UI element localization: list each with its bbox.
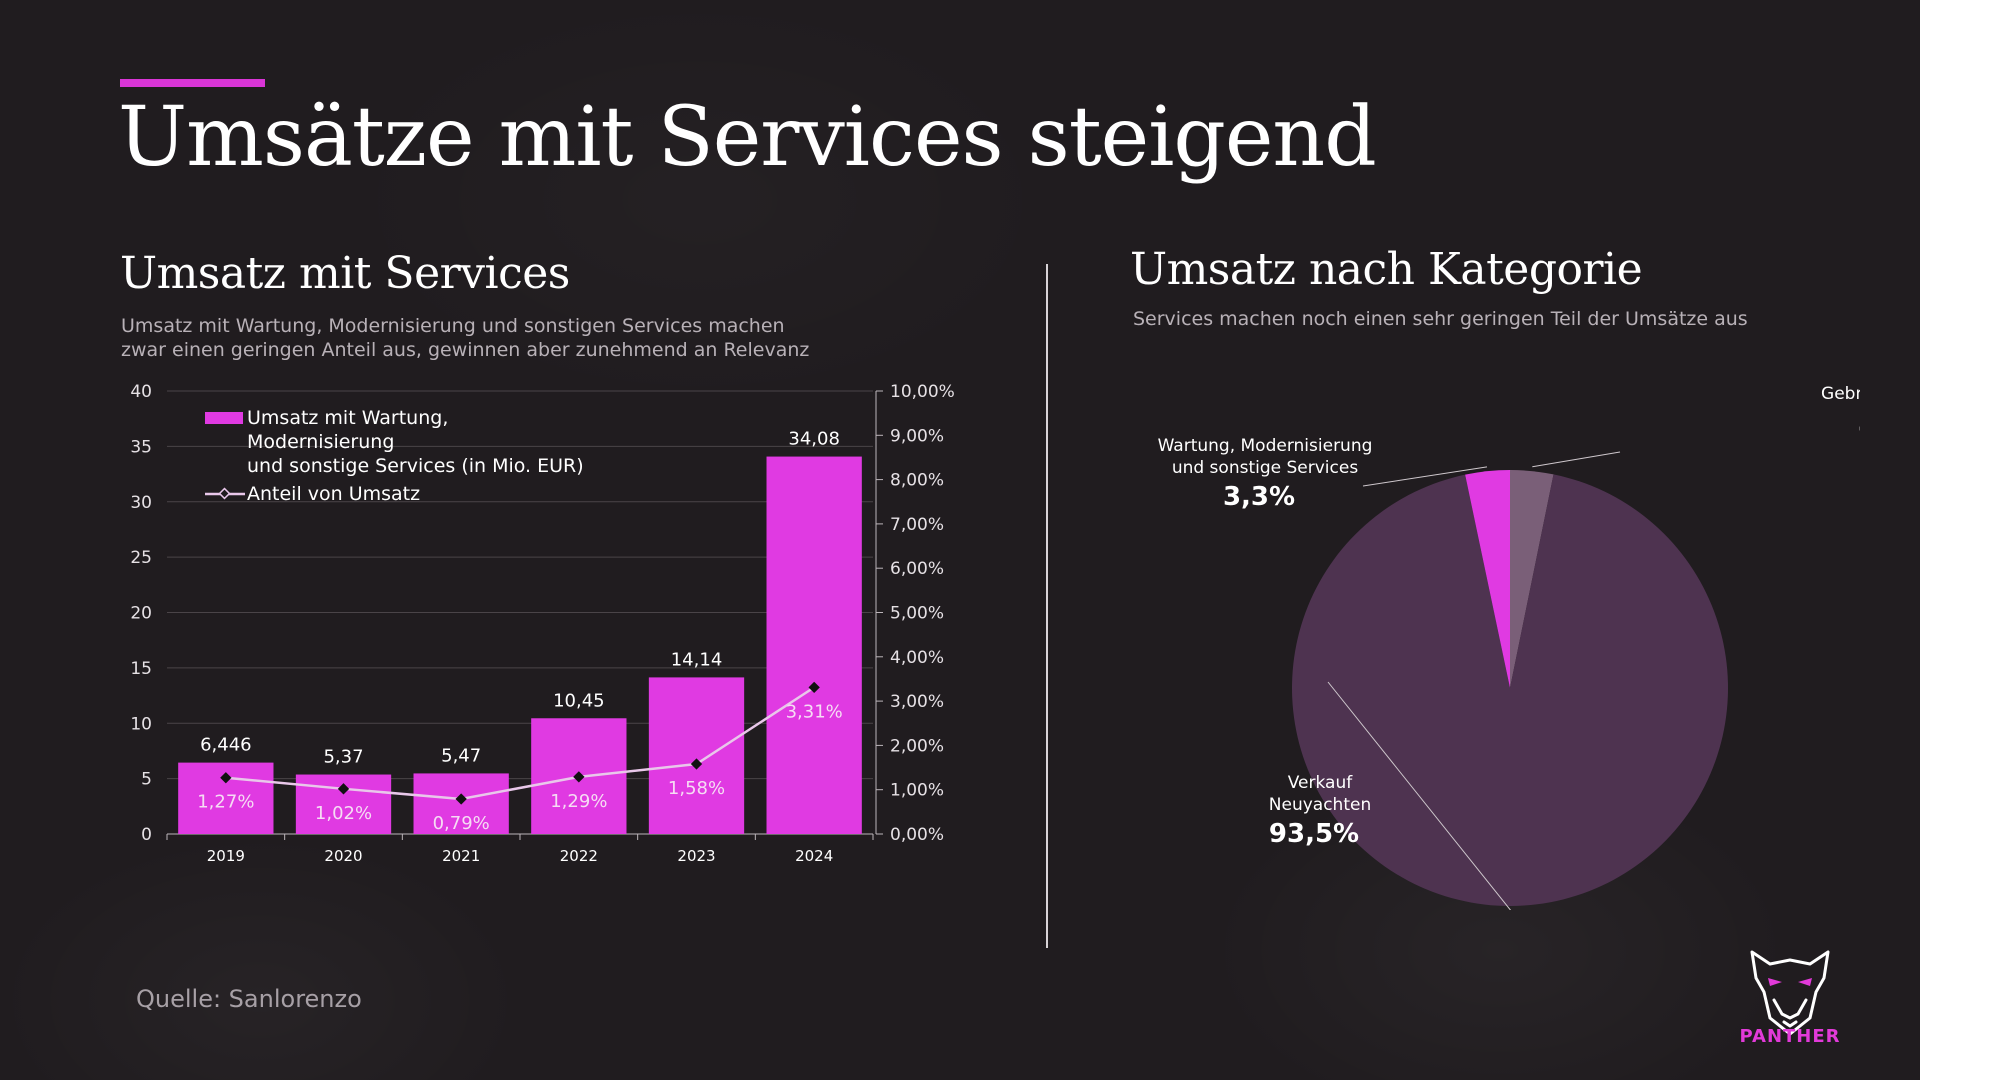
line-point-2020 bbox=[337, 783, 350, 795]
pie-leader-line bbox=[1327, 681, 1512, 910]
pie-label: und sonstige Services bbox=[1172, 458, 1359, 478]
bar-value-label: 6,446 bbox=[200, 735, 252, 756]
pie-value-label: 3,3% bbox=[1223, 482, 1295, 512]
bar-value-label: 5,47 bbox=[441, 745, 481, 766]
pie-leader-line bbox=[1532, 451, 1621, 468]
line-value-label: 0,79% bbox=[433, 813, 490, 834]
x-tick-label: 2023 bbox=[677, 847, 715, 865]
bar-line-combo-chart: 0 5 10 15 20 25 30 35 40 0,00% 1,00% 2,00% 3,00% 4,00… bbox=[130, 382, 955, 865]
pie-label: Wartung, Modernisierung bbox=[1158, 436, 1373, 456]
panther-logo-icon bbox=[1750, 950, 1830, 1036]
pie-label: Gebrauchtyachten bbox=[1821, 384, 1860, 404]
pie-chart-subtitle: Services machen noch einen sehr geringen… bbox=[1133, 308, 1748, 330]
y-left-tick-label: 30 bbox=[130, 493, 152, 513]
bar-chart-title: Umsatz mit Services bbox=[120, 248, 570, 299]
y-right-tick-label: 7,00% bbox=[890, 515, 944, 535]
legend-bar-label: Modernisierung bbox=[247, 431, 394, 453]
line-point-2022 bbox=[573, 771, 585, 783]
y-left-tick-label: 10 bbox=[130, 714, 152, 734]
y-right-tick-label: 8,00% bbox=[890, 471, 944, 491]
x-tick-label: 2019 bbox=[207, 847, 245, 865]
pie-slice-1 bbox=[1292, 474, 1728, 906]
y-right-tick-label: 2,00% bbox=[890, 736, 944, 756]
y-left-tick-label: 25 bbox=[130, 548, 152, 568]
pie-chart-title: Umsatz nach Kategorie bbox=[1130, 244, 1643, 295]
pie-slice-0 bbox=[1510, 470, 1554, 688]
y-left-tick-label: 20 bbox=[130, 604, 152, 624]
bar-chart-subtitle-line2: zwar einen geringen Anteil aus, gewinnen… bbox=[121, 339, 810, 361]
y-right-tick-label: 0,00% bbox=[890, 825, 944, 845]
bar-value-label: 10,45 bbox=[553, 690, 605, 711]
pie-label: Neuyachten bbox=[1269, 795, 1371, 815]
line-value-label: 1,27% bbox=[197, 792, 254, 813]
line-value-label: 3,31% bbox=[786, 701, 843, 722]
y-right-tick-label: 10,00% bbox=[890, 382, 955, 402]
line-value-label: 1,02% bbox=[315, 803, 372, 824]
legend-bar-label: und sonstige Services (in Mio. EUR) bbox=[247, 455, 584, 477]
source-note: Quelle: Sanlorenzo bbox=[136, 985, 362, 1013]
x-tick-label: 2021 bbox=[442, 847, 480, 865]
line-value-label: 1,29% bbox=[550, 791, 607, 812]
pie-value-label: 3,2% bbox=[1858, 408, 1860, 438]
y-left-tick-label: 5 bbox=[141, 770, 152, 790]
line-value-label: 1,58% bbox=[668, 778, 725, 799]
bar-2023 bbox=[648, 677, 745, 834]
slide: Umsätze mit Services steigend Umsatz mit… bbox=[0, 0, 1920, 1080]
logo-wordmark: PANTHER bbox=[1739, 1026, 1841, 1047]
y-right-tick-label: 5,00% bbox=[890, 604, 944, 624]
line-point-2023 bbox=[690, 758, 703, 770]
pie-slice-2 bbox=[1465, 470, 1510, 688]
legend-bar-label: Umsatz mit Wartung, bbox=[247, 407, 448, 429]
share-line bbox=[225, 686, 815, 801]
line-point-2024 bbox=[808, 681, 820, 694]
y-left-tick-label: 15 bbox=[130, 659, 152, 679]
x-tick-label: 2024 bbox=[795, 847, 833, 865]
line-point-2019 bbox=[220, 772, 232, 784]
bar-value-label: 34,08 bbox=[788, 429, 840, 450]
line-point-2021 bbox=[455, 793, 467, 805]
bar-2024 bbox=[766, 456, 862, 834]
pie-leader-line bbox=[1362, 466, 1488, 487]
title-accent-bar bbox=[120, 79, 265, 87]
y-right-tick-label: 1,00% bbox=[890, 781, 944, 801]
y-right-tick-label: 3,00% bbox=[890, 692, 944, 712]
page-title: Umsätze mit Services steigend bbox=[118, 90, 1377, 185]
y-left-tick-label: 0 bbox=[141, 825, 152, 845]
bar-chart-subtitle-line1: Umsatz mit Wartung, Modernisierung und s… bbox=[121, 315, 785, 337]
legend-bar-swatch bbox=[205, 412, 243, 424]
category-pie-chart: VerkaufGebrauchtyachten3,2%VerkaufNeuyac… bbox=[1158, 384, 1860, 910]
pie-label: Verkauf bbox=[1288, 773, 1353, 793]
pie-value-label: 93,5% bbox=[1269, 819, 1359, 849]
y-left-tick-label: 40 bbox=[130, 382, 152, 402]
section-divider bbox=[1046, 264, 1048, 948]
y-left-tick-label: 35 bbox=[130, 437, 152, 457]
bar-value-label: 5,37 bbox=[323, 747, 363, 768]
y-right-tick-label: 4,00% bbox=[890, 648, 944, 668]
bar-value-label: 14,14 bbox=[671, 649, 723, 670]
legend-line-label: Anteil von Umsatz bbox=[247, 483, 420, 505]
x-tick-label: 2022 bbox=[560, 847, 598, 865]
x-tick-label: 2020 bbox=[324, 847, 362, 865]
legend-line-marker bbox=[218, 487, 231, 500]
y-right-tick-label: 9,00% bbox=[890, 426, 944, 446]
y-right-tick-label: 6,00% bbox=[890, 559, 944, 579]
